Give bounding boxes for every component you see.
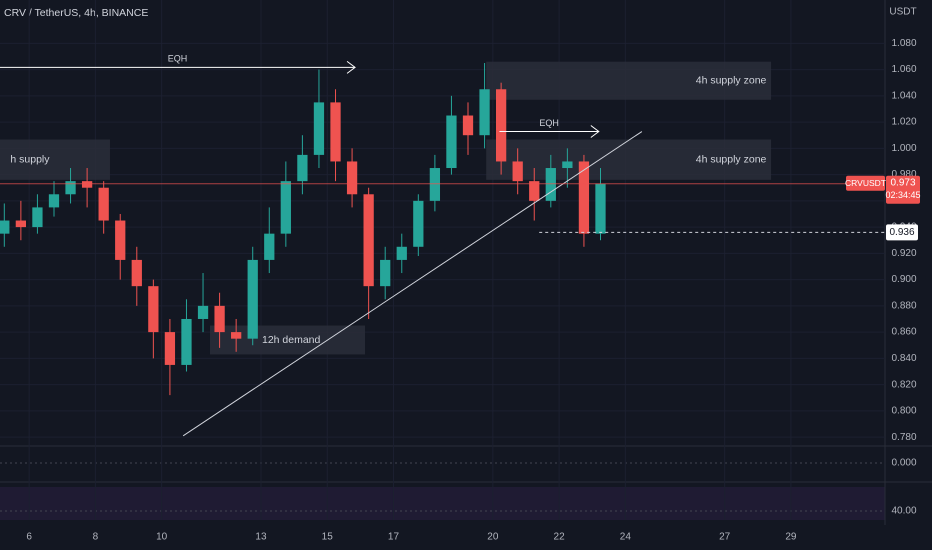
y-tick-label: 0.780 — [891, 432, 916, 443]
candle-body — [247, 259, 258, 339]
price-label: 0.973 — [890, 177, 915, 188]
candle-body — [512, 161, 523, 182]
candle-body — [346, 161, 358, 195]
zone-label: h supply — [10, 153, 50, 165]
candle-body — [164, 332, 176, 365]
candle-body — [479, 89, 490, 136]
rsi-pane — [0, 487, 885, 520]
x-tick-label: 10 — [156, 532, 168, 543]
candle-body — [148, 286, 159, 333]
candle-body — [363, 194, 374, 287]
candle-body — [529, 181, 540, 201]
candle-body — [413, 200, 424, 247]
eqh-arrow — [346, 60, 356, 74]
y-tick-label: 0.920 — [891, 248, 916, 259]
candle-body — [330, 102, 341, 162]
y-tick-label: 0.880 — [891, 300, 916, 311]
candle-body — [380, 259, 391, 287]
zone — [486, 61, 772, 100]
macd-axis-label: 0.000 — [891, 458, 916, 469]
y-tick-label: 1.040 — [891, 90, 916, 101]
y-tick-label: 0.800 — [891, 406, 916, 417]
candle-body — [396, 246, 407, 260]
zone-label: 4h supply zone — [696, 75, 767, 87]
zone — [0, 139, 110, 180]
candle-body — [0, 220, 10, 234]
x-tick-label: 8 — [93, 532, 99, 543]
y-tick-label: 0.860 — [891, 327, 916, 338]
candle-body — [462, 115, 474, 136]
y-tick-label: 1.080 — [891, 38, 916, 49]
candle-body — [32, 207, 43, 228]
candle-body — [264, 233, 275, 260]
candle-body — [131, 259, 142, 287]
eqh-label: EQH — [168, 54, 188, 64]
currency: USDT — [889, 7, 916, 18]
candle-body — [65, 181, 76, 195]
candle-body — [562, 161, 573, 169]
y-tick-label: 1.000 — [891, 143, 916, 154]
level-label: 0.936 — [889, 227, 914, 238]
candle-body — [313, 102, 325, 155]
rsi-axis-label: 40.00 — [891, 506, 916, 517]
x-tick-label: 27 — [719, 532, 731, 543]
candle-body — [15, 220, 27, 228]
eqh-label: EQH — [539, 118, 559, 128]
x-tick-label: 20 — [487, 532, 499, 543]
symbol-tag — [846, 175, 885, 191]
candle-body — [280, 181, 291, 234]
zone-label: 4h supply zone — [696, 153, 767, 165]
trend-line — [182, 131, 643, 437]
candle-body — [545, 168, 556, 201]
candle-body — [81, 181, 93, 188]
x-tick-label: 15 — [322, 532, 334, 543]
countdown-label: 02:34:45 — [885, 190, 920, 200]
candle-body — [98, 187, 109, 221]
y-tick-label: 0.980 — [891, 169, 916, 180]
candle-body — [495, 89, 507, 162]
zone — [486, 139, 772, 180]
candle-body — [231, 332, 242, 339]
x-tick-label: 17 — [388, 532, 400, 543]
x-tick-label: 24 — [620, 532, 632, 543]
candle-body — [115, 220, 126, 260]
y-tick-label: 1.020 — [891, 117, 916, 128]
y-tick-label: 0.900 — [891, 274, 916, 285]
candle-body — [214, 305, 225, 333]
x-tick-label: 13 — [255, 532, 267, 543]
y-tick-label: 0.840 — [891, 353, 916, 364]
y-tick-label: 1.060 — [891, 64, 916, 75]
candle-body — [578, 161, 590, 234]
x-tick-label: 6 — [26, 532, 32, 543]
candle-body — [595, 183, 606, 234]
candle-body — [181, 318, 192, 365]
y-tick-label: 0.820 — [891, 379, 916, 390]
candle-body — [429, 168, 441, 201]
candle-body — [197, 305, 209, 319]
level-tag — [886, 224, 918, 241]
x-tick-label: 29 — [785, 532, 797, 543]
symbol-label: CRVUSDT — [845, 178, 886, 188]
candle-body — [48, 194, 60, 208]
eqh-arrow — [590, 125, 600, 138]
candle-body — [446, 115, 457, 169]
chart-title: CRV / TetherUS, 4h, BINANCE — [4, 7, 148, 19]
x-tick-label: 22 — [554, 532, 566, 543]
price-tag — [886, 175, 920, 204]
zone-label: 12h demand — [262, 334, 321, 346]
candle-body — [297, 154, 308, 182]
